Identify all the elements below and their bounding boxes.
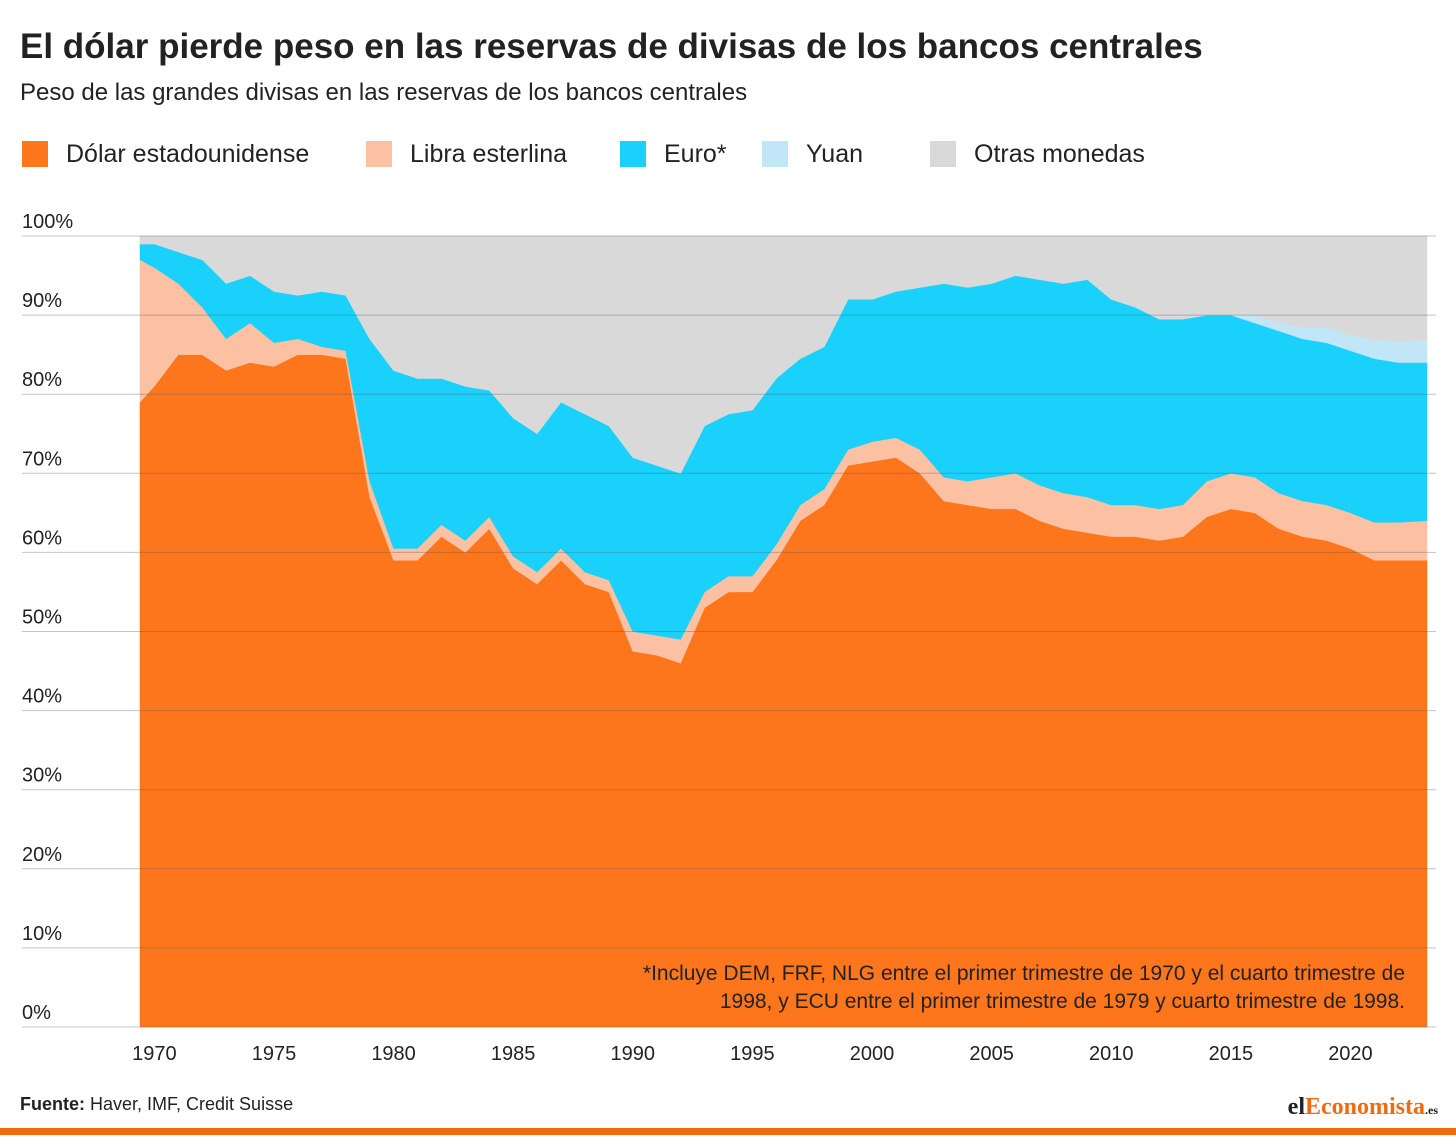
x-tick-label: 2015 — [1209, 1043, 1254, 1065]
annotation: *Incluye DEM, FRF, NLG entre el primer t… — [643, 962, 1405, 985]
x-tick-label: 1990 — [611, 1043, 656, 1065]
legend-label: Yuan — [806, 140, 863, 168]
legend-swatch — [366, 141, 392, 167]
x-tick-label: 1980 — [371, 1043, 416, 1065]
annotation: 1998, y ECU entre el primer trimestre de… — [720, 990, 1405, 1013]
x-tick-label: 1975 — [252, 1043, 297, 1065]
y-tick-label: 20% — [22, 844, 62, 866]
logo: elEconomista.es — [1288, 1094, 1439, 1120]
y-tick-label: 60% — [22, 527, 62, 549]
y-tick-label: 30% — [22, 765, 62, 787]
plot-area — [139, 235, 1428, 1028]
y-tick-label: 50% — [22, 607, 62, 629]
y-tick-label: 100% — [22, 211, 73, 233]
logo-part: el — [1288, 1094, 1306, 1120]
chart-subtitle: Peso de las grandes divisas en las reser… — [20, 79, 747, 106]
axes: 0% 10% 20% 30% 40% 50% 60% 70% 80% 90% 100% 1970 197… — [22, 211, 1436, 1065]
x-tick-label: 2020 — [1328, 1043, 1373, 1065]
y-tick-label: 0% — [22, 1002, 51, 1024]
area — [139, 235, 1428, 474]
source: Fuente: Haver, IMF, Credit Suisse — [20, 1094, 293, 1114]
x-tick-label: 2010 — [1089, 1043, 1134, 1065]
legend-label: Euro* — [664, 140, 727, 168]
legend-swatch — [762, 141, 788, 167]
x-tick-label: 2000 — [850, 1043, 895, 1065]
legend: Dólar estadounidense Libra esterlina Euro*… — [22, 140, 1145, 168]
x-tick-label: 1985 — [491, 1043, 536, 1065]
legend-label: Dólar estadounidense — [66, 140, 309, 168]
x-tick-label: 1970 — [132, 1043, 177, 1065]
y-tick-label: 40% — [22, 686, 62, 708]
logo-part: .es — [1425, 1103, 1438, 1117]
y-tick-label: 80% — [22, 369, 62, 391]
legend-swatch — [22, 141, 48, 167]
footer-bar — [0, 1128, 1456, 1135]
logo-part: Economista — [1305, 1094, 1425, 1120]
legend-swatch — [930, 141, 956, 167]
chart-title: El dólar pierde peso en las reservas de … — [20, 27, 1203, 66]
x-tick-label: 2005 — [969, 1043, 1014, 1065]
y-tick-label: 90% — [22, 290, 62, 312]
source-text: Haver, IMF, Credit Suisse — [90, 1094, 293, 1114]
y-tick-label: 10% — [22, 923, 62, 945]
legend-label: Libra esterlina — [410, 140, 567, 168]
legend-label: Otras monedas — [974, 140, 1145, 168]
legend-swatch — [620, 141, 646, 167]
x-tick-label: 1995 — [730, 1043, 775, 1065]
source-label: Fuente: — [20, 1094, 85, 1114]
y-tick-label: 70% — [22, 448, 62, 470]
